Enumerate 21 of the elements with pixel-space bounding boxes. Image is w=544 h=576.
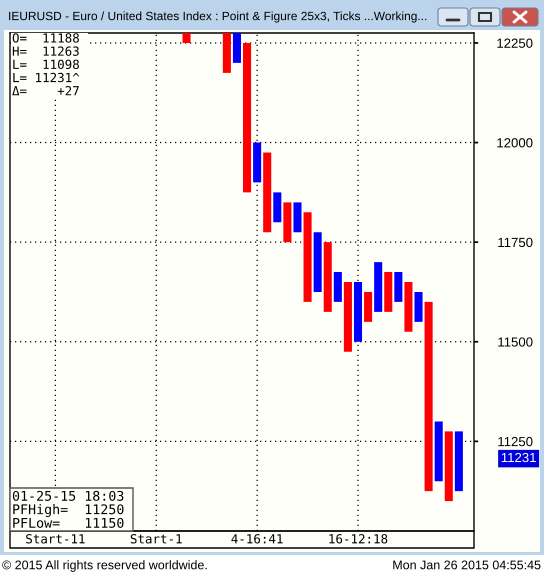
annotation: PFHigh= 11250 [13, 504, 124, 517]
annotation: H= 11263 [12, 46, 79, 56]
x-tick-label: 4-16:41 [231, 534, 283, 544]
text: Mon Jan 26 2015 04:55:45 [393, 560, 540, 570]
annotation: 01-25-15 18:03 [12, 490, 124, 501]
y-tick-label: 11250 [498, 436, 533, 446]
annotation: L= 11231^ [13, 72, 80, 82]
y-tick-label: 12250 [497, 38, 533, 48]
x-tick-label: Start-1 [130, 534, 182, 544]
x-tick-label: Start-11 [26, 534, 85, 544]
y-tick-label: 11750 [498, 238, 533, 248]
annotation: O= 11188 [12, 33, 79, 43]
chart-title: IEURUSD - Euro / United States Index : Point & Figure 25x3, Ticks ...Working... [9, 11, 426, 23]
x-tick-label: 16-12:18 [329, 534, 388, 544]
annotation: PFLow= 11150 [13, 518, 124, 528]
y-tick-label: 11500 [498, 337, 533, 347]
annotation: L= 11098 [13, 60, 79, 70]
text: © 2015 All rights reserved worldwide. [2, 560, 207, 572]
text: 11231 [502, 452, 536, 462]
y-tick-label: 12000 [497, 138, 533, 148]
annotation: Δ= +27 [12, 86, 79, 96]
